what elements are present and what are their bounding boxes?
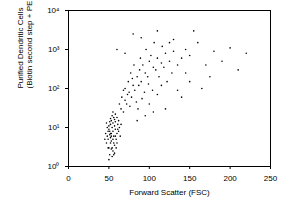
svg-text:10⁰: 10⁰ xyxy=(48,162,60,171)
svg-text:250: 250 xyxy=(264,174,278,183)
svg-text:10⁴: 10⁴ xyxy=(47,6,60,15)
svg-text:200: 200 xyxy=(223,174,237,183)
svg-text:Purified Dendritic Cells(Bioti: Purified Dendritic Cells(Biotin second s… xyxy=(16,0,34,89)
svg-text:100: 100 xyxy=(143,174,157,183)
svg-text:Forward Scatter (FSC): Forward Scatter (FSC) xyxy=(129,188,210,197)
svg-text:10²: 10² xyxy=(48,84,60,93)
svg-text:10¹: 10¹ xyxy=(48,123,60,132)
svg-text:50: 50 xyxy=(104,174,113,183)
svg-text:150: 150 xyxy=(183,174,197,183)
svg-text:10³: 10³ xyxy=(48,45,60,54)
svg-text:0: 0 xyxy=(66,174,71,183)
